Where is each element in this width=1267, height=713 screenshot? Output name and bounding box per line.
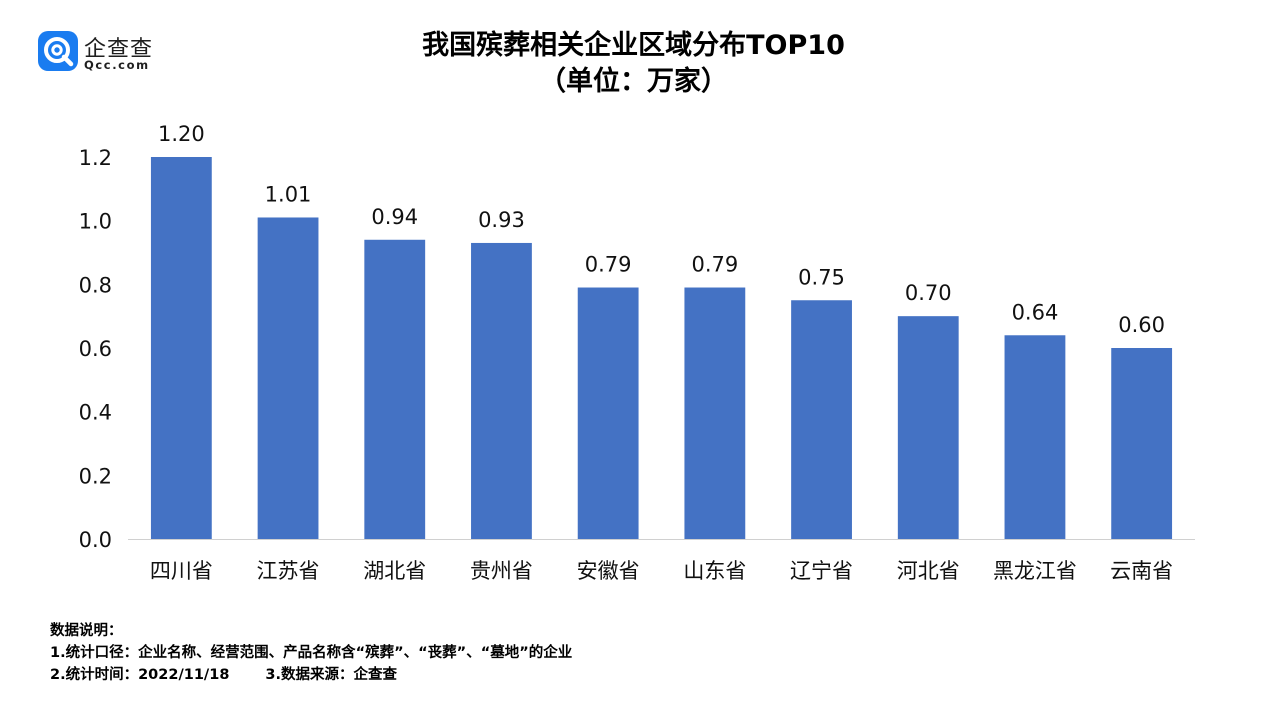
chart-title: 我国殡葬相关企业区域分布TOP10 (422, 30, 845, 61)
notes-line-2: 2.统计时间：2022/11/18 3.数据来源：企查查 (50, 664, 572, 686)
bar (471, 242, 532, 539)
y-tick-label: 1.0 (79, 210, 112, 234)
bar (684, 287, 746, 539)
bar (1111, 348, 1173, 539)
data-label: 1.01 (265, 182, 312, 206)
x-tick-label: 安徽省 (577, 559, 640, 583)
qcc-logo-icon (38, 31, 78, 71)
bar (364, 239, 426, 539)
y-tick-label: 1.2 (79, 146, 112, 170)
data-label: 0.70 (905, 281, 952, 305)
notes-source: 3.数据来源：企查查 (265, 667, 398, 683)
x-tick-label: 云南省 (1110, 559, 1173, 583)
y-tick-label: 0.4 (79, 401, 112, 425)
data-label: 0.64 (1012, 300, 1059, 324)
bar (791, 300, 852, 539)
logo-name: 企查查 (84, 37, 154, 62)
x-tick-label: 河北省 (897, 559, 960, 583)
notes-line-1: 1.统计口径：企业名称、经营范围、产品名称含“殡葬”、“丧葬”、“墓地”的企业 (50, 645, 573, 661)
data-notes: 数据说明： 1.统计口径：企业名称、经营范围、产品名称含“殡葬”、“丧葬”、“墓… (50, 620, 572, 686)
x-tick-label: 江苏省 (257, 559, 320, 583)
x-tick-label: 黑龙江省 (993, 559, 1077, 583)
chart-title-block: 我国殡葬相关企业区域分布TOP10 （单位：万家） (0, 28, 1267, 100)
bar (897, 316, 959, 539)
x-tick-label: 四川省 (150, 559, 213, 583)
bar (1004, 335, 1066, 539)
data-label: 0.79 (585, 253, 632, 277)
data-label: 0.60 (1118, 313, 1165, 337)
x-tick-label: 辽宁省 (790, 559, 853, 583)
data-label: 0.79 (691, 253, 738, 277)
y-tick-label: 0.0 (79, 528, 112, 552)
bar (257, 217, 319, 539)
y-tick-label: 0.8 (79, 273, 112, 297)
qcc-logo: 企查查 Qcc.com (38, 31, 178, 75)
notes-time: 2.统计时间：2022/11/18 (50, 667, 230, 683)
x-tick-label: 湖北省 (363, 559, 426, 583)
data-label: 0.94 (371, 205, 418, 229)
data-label: 0.75 (798, 265, 845, 289)
data-label: 1.20 (158, 122, 205, 146)
data-label: 0.93 (478, 208, 525, 232)
x-tick-label: 山东省 (683, 559, 746, 583)
notes-heading: 数据说明： (50, 623, 123, 639)
y-tick-label: 0.2 (79, 464, 112, 488)
y-tick-label: 0.6 (79, 337, 112, 361)
chart-subtitle: （单位：万家） (539, 66, 728, 97)
logo-domain: Qcc.com (84, 58, 150, 72)
bar (150, 157, 212, 539)
bar (577, 287, 639, 539)
x-tick-label: 贵州省 (470, 559, 533, 583)
